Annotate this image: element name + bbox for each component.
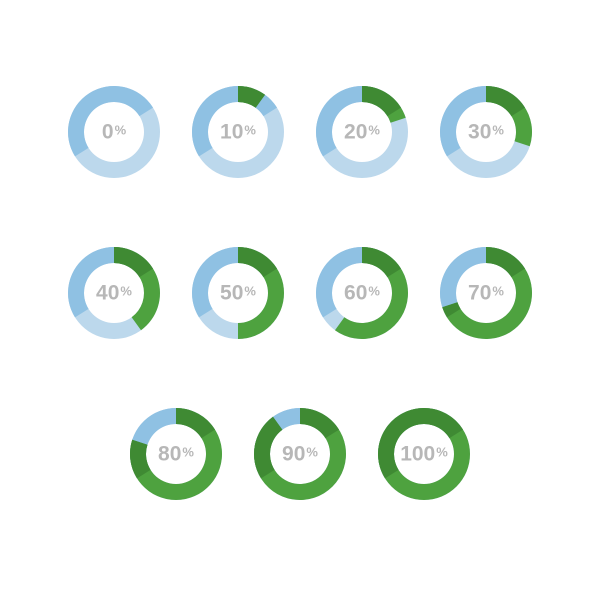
progress-value: 100 [400, 444, 435, 465]
progress-value: 60 [344, 283, 367, 304]
progress-ring-label: 40% [96, 283, 132, 304]
progress-ring: 50% [192, 247, 284, 339]
progress-value: 0 [102, 122, 114, 143]
progress-value: 10 [220, 122, 243, 143]
progress-ring-label: 30% [468, 122, 504, 143]
progress-ring-label: 50% [220, 283, 256, 304]
percent-symbol: % [436, 446, 448, 459]
progress-ring-grid: 0%10%20%30%40%50%60%70%80%90%100% [0, 0, 600, 600]
progress-ring: 70% [440, 247, 532, 339]
percent-symbol: % [492, 124, 504, 137]
percent-symbol: % [244, 124, 256, 137]
progress-ring: 80% [130, 408, 222, 500]
progress-ring-label: 70% [468, 283, 504, 304]
percent-symbol: % [368, 285, 380, 298]
percent-symbol: % [244, 285, 256, 298]
progress-value: 20 [344, 122, 367, 143]
progress-ring: 100% [378, 408, 470, 500]
progress-value: 40 [96, 283, 119, 304]
progress-ring: 0% [68, 86, 160, 178]
progress-ring: 20% [316, 86, 408, 178]
percent-symbol: % [368, 124, 380, 137]
progress-ring-label: 100% [400, 444, 448, 465]
progress-value: 50 [220, 283, 243, 304]
percent-symbol: % [306, 446, 318, 459]
percent-symbol: % [120, 285, 132, 298]
percent-symbol: % [182, 446, 194, 459]
progress-ring-label: 20% [344, 122, 380, 143]
progress-ring: 90% [254, 408, 346, 500]
percent-symbol: % [492, 285, 504, 298]
progress-value: 80 [158, 444, 181, 465]
progress-ring: 60% [316, 247, 408, 339]
progress-value: 70 [468, 283, 491, 304]
progress-value: 30 [468, 122, 491, 143]
percent-symbol: % [115, 124, 127, 137]
progress-ring: 30% [440, 86, 532, 178]
progress-value: 90 [282, 444, 305, 465]
progress-ring-label: 60% [344, 283, 380, 304]
progress-ring-label: 0% [102, 122, 126, 143]
progress-ring-label: 80% [158, 444, 194, 465]
progress-ring: 10% [192, 86, 284, 178]
progress-ring-label: 90% [282, 444, 318, 465]
progress-ring-label: 10% [220, 122, 256, 143]
progress-ring: 40% [68, 247, 160, 339]
